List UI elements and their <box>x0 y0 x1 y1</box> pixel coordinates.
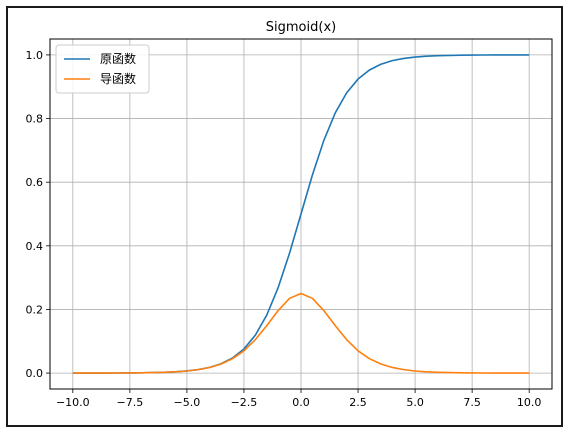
x-tick-label: 10.0 <box>517 396 542 409</box>
y-tick-label: 0.2 <box>26 303 44 316</box>
legend-box <box>55 44 150 94</box>
y-tick-label: 0.0 <box>26 367 44 380</box>
legend-label: 导函数 <box>100 71 136 86</box>
x-tick-label: 7.5 <box>463 396 481 409</box>
x-tick-label: −10.0 <box>56 396 90 409</box>
x-tick-label: 0.0 <box>292 396 310 409</box>
y-tick-label: 1.0 <box>26 49 44 62</box>
y-tick-label: 0.6 <box>26 176 44 189</box>
y-tick-label: 0.4 <box>26 240 44 253</box>
tick-layer: −10.0 −7.5 −5.0 −2.5 0.0 2.5 5.0 7.5 10.0 0.0 0.2 0… <box>26 49 542 409</box>
x-tick-label: −5.0 <box>174 396 201 409</box>
x-tick-label: −2.5 <box>231 396 258 409</box>
x-tick-label: 5.0 <box>406 396 424 409</box>
chart-title: Sigmoid(x) <box>266 20 336 35</box>
x-tick-label: 2.5 <box>349 396 367 409</box>
series-line-2 <box>72 292 530 374</box>
y-tick-label: 0.8 <box>26 113 44 126</box>
watermark-text: CSDN @caip12999203000 <box>398 405 557 419</box>
x-tick-label: −7.5 <box>117 396 144 409</box>
legend-label: 原函数 <box>100 51 136 66</box>
series-layer <box>72 54 530 374</box>
